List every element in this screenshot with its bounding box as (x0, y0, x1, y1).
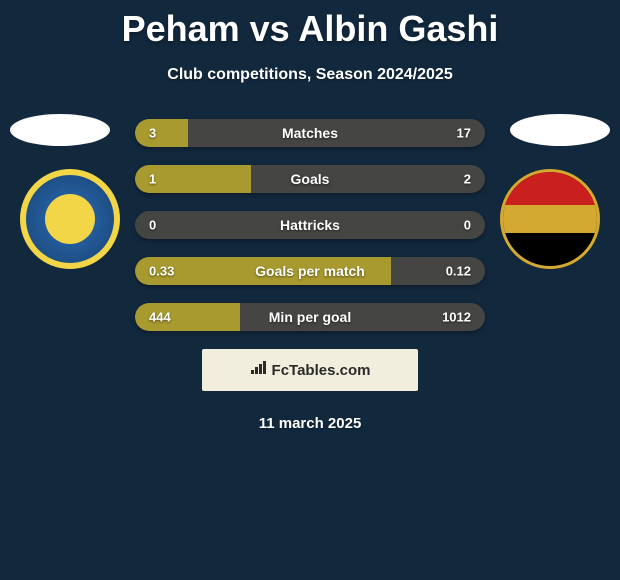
stat-left-value: 444 (149, 310, 171, 325)
stat-label: Hattricks (280, 217, 340, 233)
stat-left-value: 3 (149, 126, 156, 141)
stat-bar-matches: 3 Matches 17 (135, 119, 485, 147)
stat-label: Matches (282, 125, 338, 141)
admira-badge-icon (500, 169, 600, 269)
stat-bar-goals: 1 Goals 2 (135, 165, 485, 193)
stat-bar-min-per-goal: 444 Min per goal 1012 (135, 303, 485, 331)
fctables-logo: FcTables.com (250, 361, 371, 380)
stats-container: 3 Matches 17 1 Goals 2 0 Hattricks 0 0.3… (135, 119, 485, 331)
stat-left-value: 0 (149, 218, 156, 233)
fctables-logo-box[interactable]: FcTables.com (202, 349, 418, 391)
subtitle: Club competitions, Season 2024/2025 (0, 66, 620, 84)
comparison-content: 3 Matches 17 1 Goals 2 0 Hattricks 0 0.3… (0, 119, 620, 432)
team-badge-right (500, 169, 600, 269)
logo-text: FcTables.com (272, 362, 371, 379)
stat-bar-hattricks: 0 Hattricks 0 (135, 211, 485, 239)
vienna-badge-icon (20, 169, 120, 269)
team-badge-left (20, 169, 120, 269)
stat-right-value: 0 (464, 218, 471, 233)
stat-label: Goals per match (255, 263, 365, 279)
stat-left-value: 0.33 (149, 264, 174, 279)
date-label: 11 march 2025 (0, 415, 620, 432)
stat-label: Min per goal (269, 309, 351, 325)
page-title: Peham vs Albin Gashi (0, 0, 620, 50)
chart-icon (250, 361, 268, 380)
stat-right-value: 0.12 (446, 264, 471, 279)
left-decorative-oval (10, 114, 110, 146)
stat-label: Goals (291, 171, 330, 187)
stat-fill (135, 119, 188, 147)
stat-right-value: 17 (457, 126, 471, 141)
stat-left-value: 1 (149, 172, 156, 187)
stat-bar-goals-per-match: 0.33 Goals per match 0.12 (135, 257, 485, 285)
stat-right-value: 2 (464, 172, 471, 187)
right-decorative-oval (510, 114, 610, 146)
stat-right-value: 1012 (442, 310, 471, 325)
